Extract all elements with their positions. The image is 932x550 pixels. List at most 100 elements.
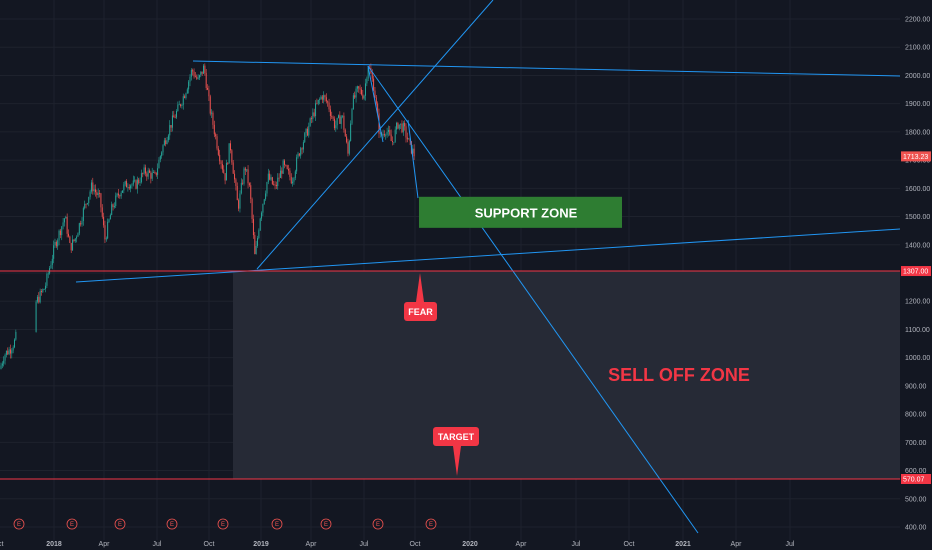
candle-body-202 xyxy=(292,181,294,184)
x-tick-label-10: Apr xyxy=(516,541,528,548)
candle-body-164 xyxy=(240,182,242,194)
candle-body-92 xyxy=(143,167,145,174)
candle-body-210 xyxy=(302,142,304,150)
candle-body-165 xyxy=(242,182,244,184)
candle-body-51 xyxy=(88,196,90,204)
candle-body-174 xyxy=(254,235,256,255)
candle-body-16 xyxy=(41,290,42,292)
upper-resistance-line[interactable] xyxy=(192,60,901,77)
candle-body-7 xyxy=(9,349,11,354)
candle-body-276 xyxy=(392,141,393,142)
x-tick-label-2: Apr xyxy=(99,541,111,548)
trendlines xyxy=(75,0,901,534)
candle-body-67 xyxy=(109,215,111,220)
candle-body-38 xyxy=(70,242,72,251)
x-tick-label-0: Oct xyxy=(0,541,3,548)
candle-body-14 xyxy=(38,296,40,303)
candle-body-2 xyxy=(3,360,5,364)
candle-body-152 xyxy=(224,173,226,181)
candle-body-18 xyxy=(43,289,45,290)
candle-body-54 xyxy=(92,182,94,192)
candle-body-127 xyxy=(190,69,192,77)
candle-body-64 xyxy=(105,238,107,240)
candle-body-31 xyxy=(61,226,63,236)
candle-body-103 xyxy=(158,159,160,169)
earnings-event-label-2: E xyxy=(118,522,122,528)
candle-body-181 xyxy=(263,199,265,205)
descending-trendline[interactable] xyxy=(367,65,699,534)
y-tick-label-18: 400.00 xyxy=(905,525,927,532)
candle-body-143 xyxy=(212,112,214,125)
earnings-event-icon-2 xyxy=(114,518,126,530)
x-tick-label-11: Jul xyxy=(572,541,581,548)
candle-body-213 xyxy=(306,128,308,136)
candle-body-68 xyxy=(111,204,113,216)
candle-body-28 xyxy=(57,240,59,247)
candle-body-74 xyxy=(119,195,121,197)
x-tick-label-15: Jul xyxy=(786,541,795,548)
candle-body-227 xyxy=(325,97,327,102)
price-tag-label-1: 1307.00 xyxy=(903,269,928,276)
candle-body-195 xyxy=(282,160,284,174)
candle-body-271 xyxy=(385,134,387,136)
candle-body-177 xyxy=(258,230,260,239)
candle-body-274 xyxy=(389,129,391,135)
candle-body-55 xyxy=(93,189,95,192)
candle-body-87 xyxy=(136,179,138,189)
candle-body-81 xyxy=(128,187,130,189)
candle-body-126 xyxy=(189,76,191,82)
candle-body-244 xyxy=(348,140,350,154)
candle-body-78 xyxy=(124,181,126,185)
candle-body-73 xyxy=(117,193,119,196)
candle-body-282 xyxy=(400,123,402,125)
fear-arrow xyxy=(416,273,424,302)
candle-body-61 xyxy=(101,207,103,217)
candle-body-36 xyxy=(68,233,69,237)
candle-body-10 xyxy=(14,339,15,348)
candle-body-8 xyxy=(11,350,13,354)
candle-body-142 xyxy=(211,112,213,114)
candle-body-200 xyxy=(289,170,291,177)
candle-body-32 xyxy=(62,222,64,227)
candle-body-191 xyxy=(277,177,279,187)
price-tag-label-0: 1713.23 xyxy=(903,154,928,161)
rising-trendline[interactable] xyxy=(256,0,494,270)
candle-body-124 xyxy=(186,89,188,94)
x-tick-label-1: 2018 xyxy=(46,541,62,548)
candle-body-139 xyxy=(207,87,209,90)
y-tick-label-2: 2000.00 xyxy=(905,73,930,80)
candle-body-188 xyxy=(273,184,275,186)
lower-support-line[interactable] xyxy=(75,228,901,283)
drop-line-2[interactable] xyxy=(407,119,419,199)
fear-callout: FEAR xyxy=(404,273,437,321)
candle-body-147 xyxy=(217,148,219,155)
earnings-event-icon-1 xyxy=(66,518,78,530)
support-zone-box[interactable] xyxy=(419,196,622,228)
candle-body-186 xyxy=(270,177,272,180)
target-callout: TARGET xyxy=(433,427,479,476)
candle-body-230 xyxy=(329,109,331,116)
candle-body-187 xyxy=(271,177,273,185)
candle-body-46 xyxy=(81,220,83,225)
candle-body-11 xyxy=(15,331,17,340)
time-axis[interactable]: Oct 2018 Apr Jul Oct 2019 Apr Jul Oct 2020 Apr Jul O… xyxy=(0,541,795,548)
candle-body-183 xyxy=(266,182,268,194)
candle-body-79 xyxy=(126,181,128,188)
candle-body-173 xyxy=(252,218,254,236)
candle-body-196 xyxy=(284,160,285,165)
candle-body-251 xyxy=(358,86,360,89)
drop-line-1[interactable] xyxy=(367,65,384,143)
candle-body-287 xyxy=(406,137,408,140)
candle-body-209 xyxy=(301,148,303,150)
candle-body-114 xyxy=(173,115,175,118)
candle-body-172 xyxy=(251,199,253,219)
candle-body-277 xyxy=(393,141,395,143)
candle-body-249 xyxy=(355,88,357,98)
candle-body-30 xyxy=(59,230,61,236)
candle-body-60 xyxy=(100,193,102,208)
candle-body-159 xyxy=(234,173,236,180)
candle-body-84 xyxy=(132,180,134,185)
candle-body-273 xyxy=(387,129,389,132)
earnings-event-label-1: E xyxy=(70,522,74,528)
